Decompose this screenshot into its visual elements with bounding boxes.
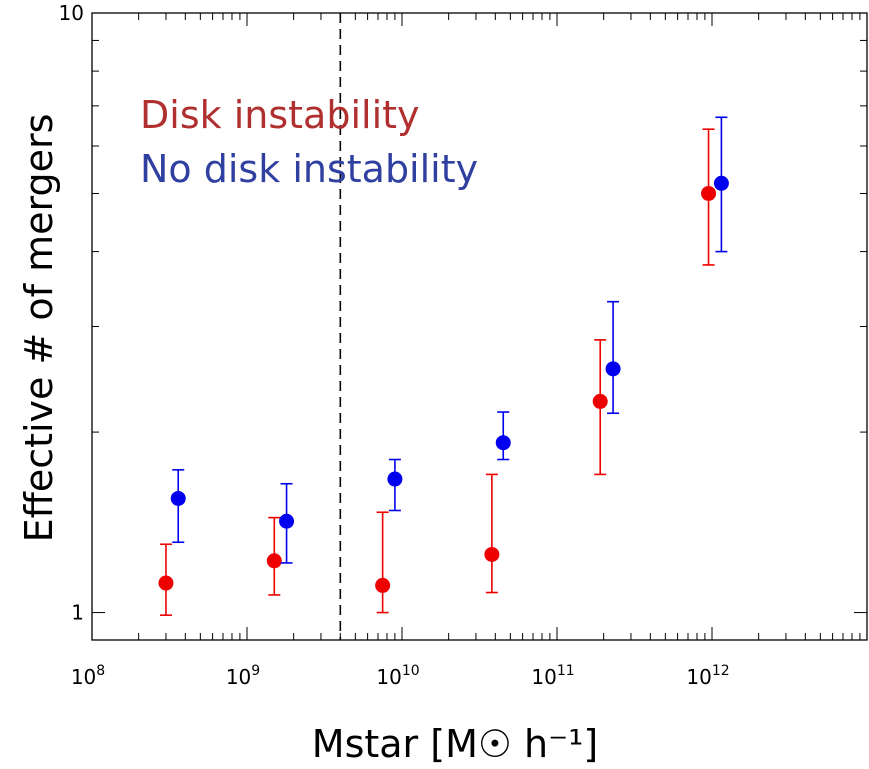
- data-point: [592, 393, 608, 409]
- data-point: [170, 490, 186, 506]
- data-point: [266, 553, 282, 569]
- x-tick-label: 109: [226, 663, 260, 689]
- x-tick-label: 1011: [531, 663, 574, 689]
- y-tick-label: 1: [71, 601, 84, 625]
- data-point: [605, 361, 621, 377]
- legend-entry: No disk instability: [140, 147, 478, 191]
- legend-entry: Disk instability: [140, 93, 420, 137]
- data-marks: [158, 116, 729, 616]
- x-tick-label: 108: [71, 663, 105, 689]
- legend: Disk instability No disk instability: [140, 93, 478, 191]
- y-axis-label: Effective # of mergers: [17, 114, 61, 543]
- axis-ticks: 108 109 1010 1011 1012 1 10: [59, 1, 867, 689]
- data-point: [484, 546, 500, 562]
- x-axis-label: Mstar [M☉ h⁻¹]: [312, 722, 598, 766]
- data-point: [158, 575, 174, 591]
- data-point: [279, 513, 295, 529]
- data-point: [701, 185, 717, 201]
- data-point: [387, 471, 403, 487]
- x-tick-label: 1012: [686, 663, 729, 689]
- data-point: [495, 435, 511, 451]
- y-tick-label: 10: [59, 1, 84, 25]
- x-tick-label: 1010: [376, 663, 419, 689]
- data-point: [375, 577, 391, 593]
- data-point: [713, 175, 729, 191]
